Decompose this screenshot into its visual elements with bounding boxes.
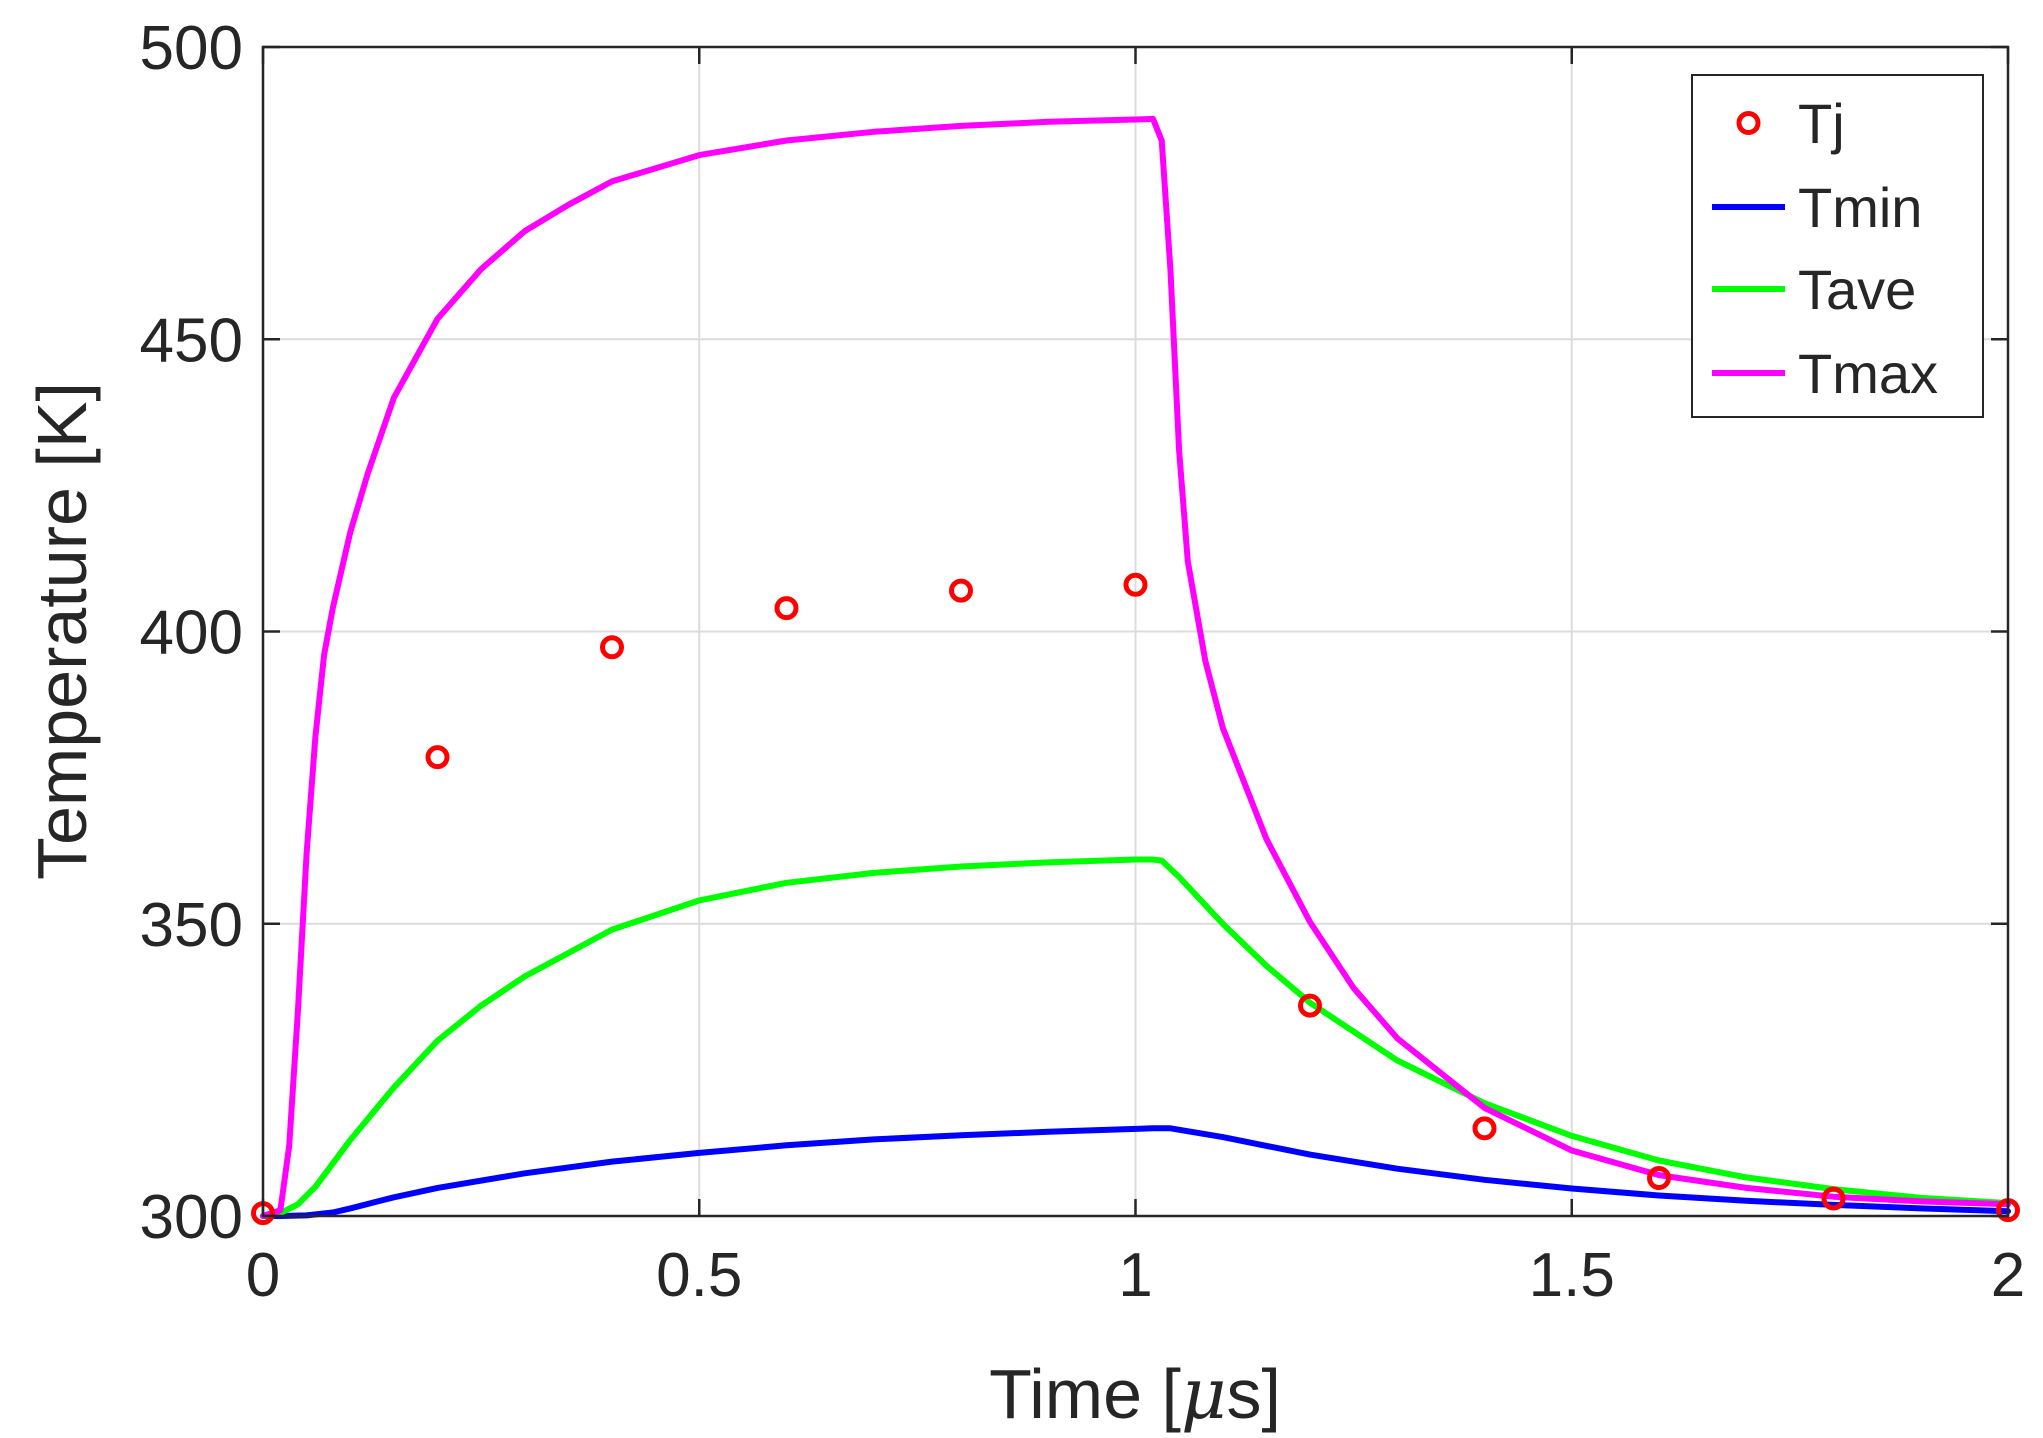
legend-label-tave: Tave (1798, 258, 1916, 321)
data-point-tj (1821, 1186, 1846, 1211)
axis-ticks (261, 45, 2010, 1218)
x-axis-label: Time [μs] (989, 1353, 1281, 1435)
data-point-tj (425, 745, 450, 770)
x-tick-labels: 0 0.5 1 1.5 2 (246, 1241, 2025, 1310)
x-axis-label-mu: μ (1181, 1353, 1227, 1435)
legend-swatch-tj (1736, 111, 1761, 135)
series-layer (251, 115, 2020, 1226)
legend-entries: Tj Tmin Tave Tmax (1712, 92, 1938, 405)
data-point-tj (949, 578, 973, 603)
x-axis-label-text: Time [ (989, 1355, 1181, 1433)
legend: Tj Tmin Tave Tmax (1691, 74, 1984, 418)
legend-label-tmax: Tmax (1798, 342, 1938, 405)
series-line-tmin (260, 1125, 2011, 1219)
x-tick-label: 1.5 (1529, 1241, 1615, 1310)
x-axis-label-unit: s] (1226, 1355, 1280, 1433)
data-point-tj (1647, 1166, 1671, 1191)
y-tick-label: 400 (140, 599, 243, 668)
legend-label-tj: Tj (1798, 92, 1845, 155)
data-point-tj (1472, 1116, 1497, 1141)
y-tick-label: 350 (140, 891, 243, 960)
series-line-tmax (260, 115, 2011, 1219)
y-axis-label: Temperature [K] (23, 382, 101, 880)
legend-label-tmin: Tmin (1798, 176, 1922, 239)
legend-box (1691, 74, 1984, 418)
data-point-tj (1298, 993, 1322, 1018)
data-point-tj (600, 635, 624, 660)
y-tick-labels: 300 350 400 450 500 (140, 14, 243, 1252)
y-tick-label: 300 (140, 1183, 243, 1252)
x-tick-label: 2 (1991, 1241, 2025, 1310)
y-tick-label: 500 (140, 14, 243, 83)
y-tick-label: 450 (140, 306, 243, 375)
series-line-tave (260, 856, 2011, 1219)
x-tick-label: 0 (246, 1241, 280, 1310)
data-point-tj (774, 596, 799, 621)
data-point-tj (1123, 572, 1148, 597)
x-tick-label: 0.5 (656, 1241, 742, 1310)
x-tick-label: 1 (1118, 1241, 1152, 1310)
